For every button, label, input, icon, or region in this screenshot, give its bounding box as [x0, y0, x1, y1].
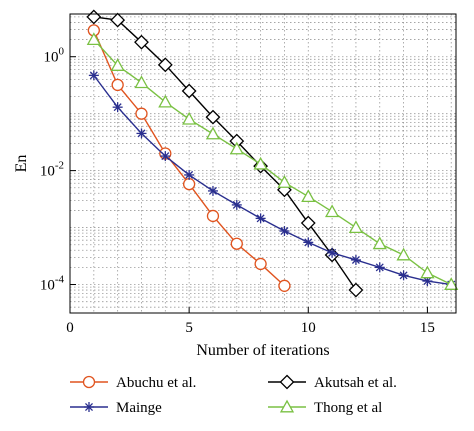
data-point-abuchu-et-al	[135, 107, 148, 120]
data-point-thong-et-al	[110, 58, 125, 71]
x-axis-label: Number of iterations	[196, 342, 329, 359]
data-point-akutsah-et-al	[348, 282, 364, 298]
data-point-mainge	[398, 270, 409, 281]
legend-marker-abuchu-et-al	[82, 375, 96, 389]
data-point-thong-et-al	[182, 111, 197, 125]
data-point-thong-et-al	[253, 156, 268, 170]
data-point-abuchu-et-al	[230, 237, 243, 250]
data-point-abuchu-et-al	[111, 78, 124, 92]
legend-label: Thong et al	[314, 400, 382, 416]
data-point-mainge	[231, 199, 242, 210]
data-point-abuchu-et-al	[182, 177, 196, 191]
series-line-thong-et-al	[93, 39, 452, 286]
data-point-thong-et-al	[372, 236, 387, 250]
x-tick-label: 15	[420, 320, 435, 336]
legend-label: Abuchu et al.	[116, 375, 196, 391]
data-point-mainge	[255, 213, 266, 224]
data-point-akutsah-et-al	[181, 83, 197, 99]
data-point-thong-et-al	[324, 204, 340, 218]
y-tick-label: 10-4	[40, 274, 65, 294]
series-akutsah-et-al	[86, 9, 364, 298]
data-point-thong-et-al	[229, 141, 244, 155]
data-point-akutsah-et-al	[134, 34, 149, 50]
data-point-thong-et-al	[301, 189, 316, 203]
data-point-mainge	[303, 237, 314, 248]
legend: Abuchu et al. Akutsah et al. Mainge Thong e…	[70, 374, 397, 416]
series-line-akutsah-et-al	[93, 16, 357, 291]
series-abuchu-et-al	[87, 24, 291, 292]
legend-marker-mainge	[84, 402, 94, 412]
data-point-thong-et-al	[205, 126, 221, 140]
legend-marker-thong-et-al	[279, 399, 295, 413]
series-layer	[86, 9, 459, 298]
y-tick-label: 10-2	[40, 160, 64, 180]
data-point-mainge	[279, 226, 290, 237]
data-point-thong-et-al	[420, 265, 435, 279]
legend-item-thong-et-al: Thong et al	[268, 399, 382, 416]
data-point-abuchu-et-al	[278, 279, 291, 292]
data-point-akutsah-et-al	[86, 9, 102, 25]
data-point-mainge	[350, 254, 361, 265]
data-point-akutsah-et-al	[300, 215, 316, 231]
series-line-mainge	[93, 74, 452, 286]
series-thong-et-al	[86, 32, 459, 290]
legend-item-mainge: Mainge	[70, 400, 162, 416]
data-point-akutsah-et-al	[157, 57, 173, 73]
data-point-abuchu-et-al	[206, 209, 220, 223]
data-point-abuchu-et-al	[254, 257, 267, 271]
data-point-akutsah-et-al	[110, 12, 126, 28]
legend-marker-akutsah-et-al	[279, 374, 295, 390]
legend-item-akutsah-et-al: Akutsah et al.	[268, 374, 397, 391]
legend-item-abuchu-et-al: Abuchu et al.	[70, 375, 196, 391]
y-tick-label: 100	[44, 46, 65, 66]
data-point-mainge	[207, 185, 218, 196]
data-point-thong-et-al	[277, 175, 292, 188]
data-point-mainge	[88, 70, 99, 81]
legend-label: Akutsah et al.	[314, 375, 397, 391]
data-point-thong-et-al	[348, 220, 364, 234]
data-point-thong-et-al	[444, 277, 459, 290]
data-point-mainge	[327, 247, 338, 258]
data-point-thong-et-al	[158, 94, 173, 108]
data-point-mainge	[160, 151, 171, 162]
data-point-akutsah-et-al	[205, 109, 221, 125]
x-tick-label: 10	[301, 320, 316, 336]
data-point-thong-et-al	[134, 75, 149, 89]
x-tick-label: 5	[185, 320, 193, 336]
data-point-thong-et-al	[86, 32, 101, 46]
series-mainge	[88, 70, 457, 290]
legend-label: Mainge	[116, 400, 162, 416]
data-point-mainge	[184, 169, 195, 180]
data-point-thong-et-al	[396, 247, 411, 261]
x-tick-label: 0	[66, 320, 74, 336]
data-point-mainge	[136, 128, 147, 139]
axis-ticks: 0 5 10 15 100 10-2 10-4	[40, 46, 435, 336]
y-axis-label: En	[13, 155, 30, 173]
data-point-mainge	[112, 102, 123, 113]
plot-frame	[69, 13, 457, 314]
data-point-mainge	[374, 262, 385, 273]
